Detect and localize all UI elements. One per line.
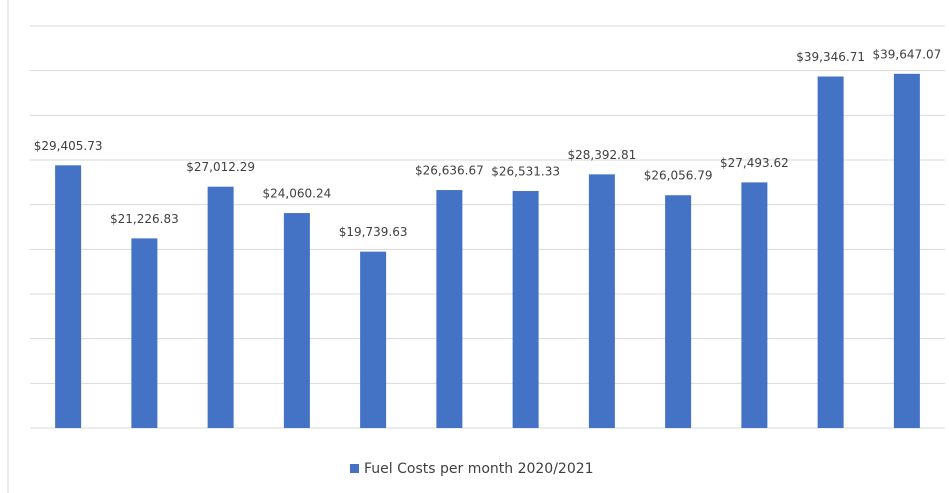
bar — [283, 213, 310, 428]
bar — [131, 238, 158, 428]
bar — [665, 195, 692, 428]
bar — [207, 186, 234, 428]
bar — [436, 190, 463, 428]
data-label: $26,531.33 — [491, 164, 560, 178]
bar — [55, 165, 82, 428]
legend: Fuel Costs per month 2020/2021 — [350, 461, 594, 477]
data-label: $21,226.83 — [110, 212, 179, 226]
data-label: $24,060.24 — [263, 187, 332, 201]
data-label: $26,056.79 — [644, 169, 713, 183]
bar — [741, 182, 768, 428]
bar — [893, 73, 920, 428]
data-label: $19,739.63 — [339, 225, 408, 239]
data-label: $29,405.73 — [34, 139, 103, 153]
data-label: $39,346.71 — [796, 50, 865, 64]
bar — [817, 76, 844, 429]
legend-label: Fuel Costs per month 2020/2021 — [364, 461, 594, 477]
data-label: $27,493.62 — [720, 156, 789, 170]
data-label: $26,636.67 — [415, 164, 484, 178]
data-label: $39,647.07 — [873, 47, 942, 61]
bar — [360, 251, 387, 428]
data-label: $28,392.81 — [568, 148, 637, 162]
data-label: $27,012.29 — [186, 160, 255, 174]
bar — [512, 190, 539, 428]
legend-swatch — [350, 464, 359, 473]
bar — [588, 174, 615, 428]
